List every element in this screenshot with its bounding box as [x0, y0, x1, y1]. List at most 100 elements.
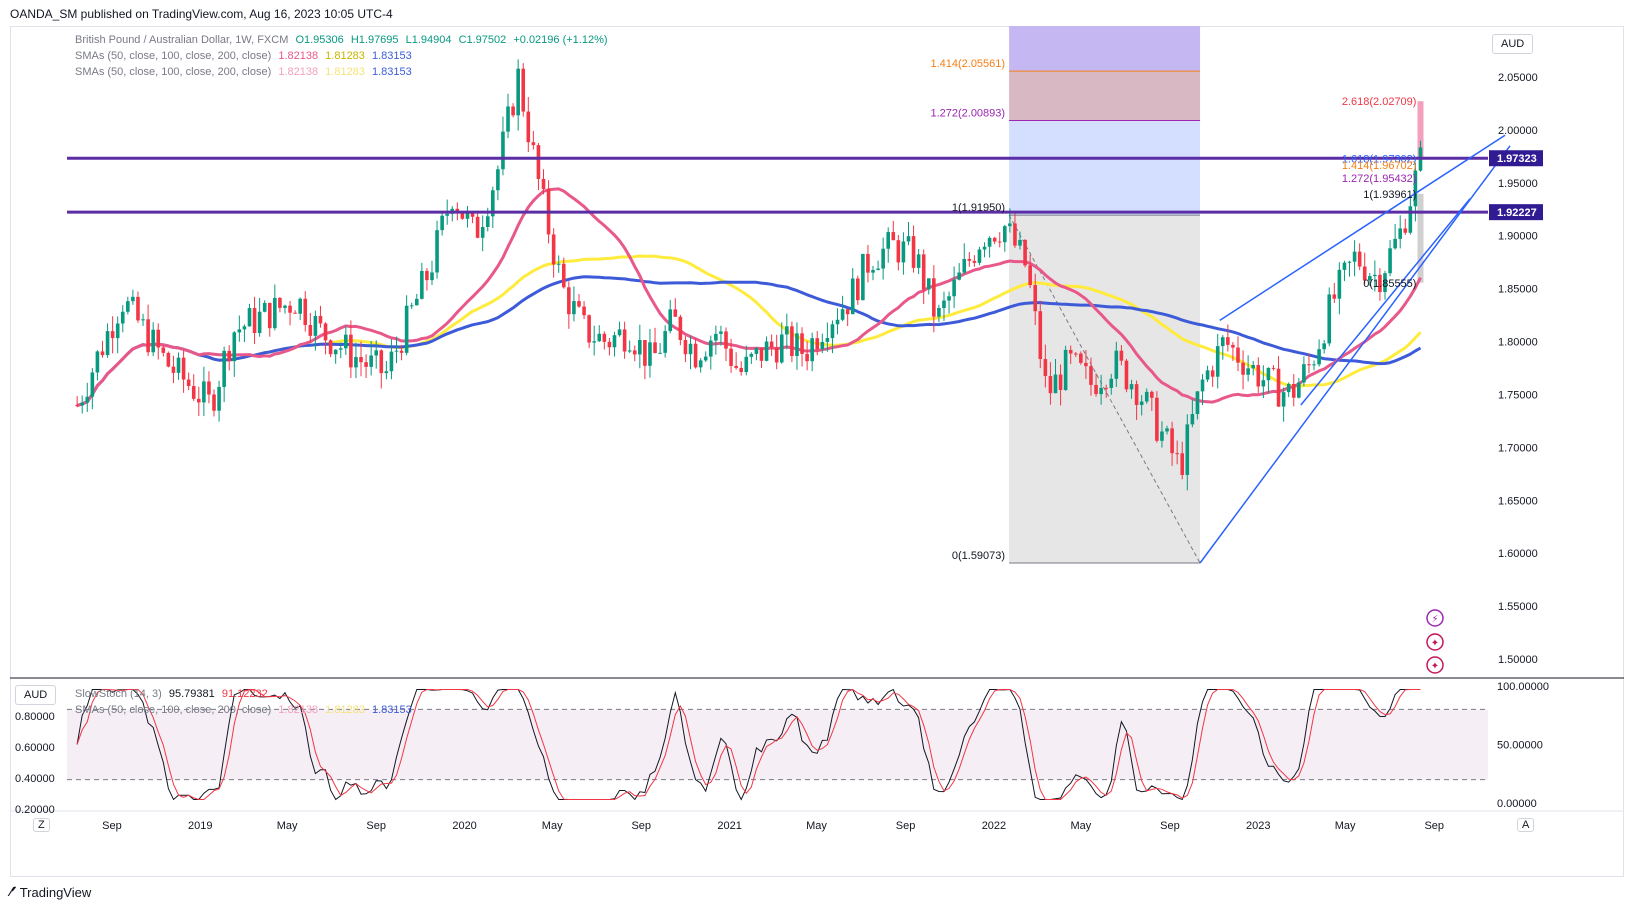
candle-body: [115, 323, 120, 339]
candle-body: [364, 362, 368, 367]
fib2-label: 1.414(1.96702): [1342, 160, 1417, 172]
candle-body: [947, 296, 951, 301]
sma-label: SMAs (50, close, 100, close, 200, close): [75, 704, 272, 716]
candle-body: [1013, 223, 1017, 246]
candle-body: [541, 178, 546, 189]
candle-body: [1109, 378, 1114, 388]
sma-label: SMAs (50, close, 100, close, 200, close): [75, 66, 272, 78]
candle-body: [85, 396, 90, 403]
candle-body: [1058, 374, 1063, 390]
candle-body: [176, 357, 181, 373]
candle-body: [414, 298, 419, 306]
fib2-zone-grey: [1417, 193, 1424, 283]
candle-body: [648, 342, 652, 366]
candle-body: [891, 232, 896, 241]
candle-body: [815, 338, 820, 350]
candle-body: [901, 241, 906, 263]
candle-body: [952, 279, 956, 297]
candle-body: [430, 272, 434, 281]
candle-body: [1317, 349, 1321, 365]
candle-body: [369, 355, 373, 367]
candle-body: [1226, 337, 1230, 345]
candle-body: [906, 236, 911, 242]
candle-body: [632, 350, 637, 355]
candle-body: [75, 405, 79, 407]
candle-body: [1342, 262, 1347, 270]
candle-body: [739, 367, 744, 373]
candle-body: [1175, 453, 1179, 455]
candle-body: [866, 253, 870, 273]
stoch-name: SlowStoch (14, 3): [75, 688, 162, 700]
candle-body: [247, 308, 252, 327]
candle-body: [146, 319, 150, 353]
candle-body: [141, 319, 145, 321]
candle-body: [825, 338, 830, 342]
candle-body: [80, 402, 85, 406]
candle-body: [1362, 266, 1367, 281]
candle-body: [612, 335, 617, 348]
candle-body: [435, 230, 439, 273]
candle-body: [982, 246, 987, 250]
y-tick-label: 1.60000: [1498, 548, 1538, 560]
candle-body: [237, 329, 242, 333]
candle-body: [1403, 228, 1408, 233]
zoom-button[interactable]: Z: [33, 818, 50, 832]
event-lightning-icon: [1426, 609, 1444, 627]
event-lightning-icon-glyph: ⚡: [1431, 614, 1438, 625]
tradingview-logo[interactable]: ⁄ᐟ TradingView: [10, 884, 91, 900]
candle-body: [1215, 346, 1220, 377]
candle-body: [257, 311, 262, 334]
candle-body: [323, 323, 328, 341]
candle-body: [967, 258, 972, 261]
stoch-currency-button[interactable]: AUD: [15, 685, 57, 705]
sma-label: SMAs (50, close, 100, close, 200, close): [75, 50, 272, 62]
candle-body: [937, 308, 941, 317]
x-tick-label: Sep: [366, 820, 386, 832]
price-currency-button[interactable]: AUD: [1492, 34, 1534, 54]
candle-body: [105, 331, 110, 356]
candle-body: [754, 348, 759, 354]
candle-body: [1094, 384, 1098, 395]
high-value: H1.97695: [350, 34, 399, 46]
candle-body: [551, 234, 556, 265]
candle-body: [1008, 223, 1012, 227]
candle-body: [516, 68, 520, 116]
candle-body: [1144, 391, 1149, 402]
y-tick-label: 1.85000: [1498, 284, 1538, 296]
candle-body: [521, 68, 526, 112]
sma-legend-row-1[interactable]: SMAs (50, close, 100, close, 200, close)…: [75, 50, 416, 62]
candle-body: [1220, 337, 1225, 347]
candle-body: [1124, 360, 1129, 390]
stoch-legend-row[interactable]: SlowStoch (14, 3) 95.79381 91.12232: [75, 688, 272, 700]
candle-body: [830, 324, 835, 339]
candle-body: [207, 381, 211, 395]
sma-legend-row-2[interactable]: SMAs (50, close, 100, close, 200, close)…: [75, 66, 416, 78]
flag-gb-icon: [1426, 656, 1444, 674]
candle-body: [1160, 431, 1164, 441]
candle-body: [399, 350, 404, 353]
candle-body: [196, 398, 201, 403]
auto-scale-button[interactable]: A: [1517, 818, 1535, 832]
candle-body: [1134, 384, 1139, 405]
candle-body: [1063, 349, 1068, 390]
candle-body: [896, 240, 901, 263]
x-tick-label: Sep: [1160, 820, 1180, 832]
candle-body: [835, 319, 840, 325]
candle-body: [303, 298, 308, 325]
candle-body: [572, 301, 576, 315]
y-tick-label: 1.90000: [1498, 231, 1538, 243]
candle-body: [90, 372, 95, 397]
candle-body: [1165, 428, 1169, 432]
candle-body: [1413, 170, 1418, 207]
candle-body: [161, 347, 166, 353]
candle-body: [267, 302, 272, 329]
candle-body: [698, 360, 703, 368]
candle-body: [95, 351, 100, 373]
candle-body: [1261, 380, 1266, 387]
candle-body: [861, 253, 865, 301]
candle-body: [349, 334, 353, 368]
candle-body: [501, 131, 505, 170]
candle-body: [1104, 387, 1108, 389]
fib2-label: 0(1.85555): [1363, 278, 1416, 290]
